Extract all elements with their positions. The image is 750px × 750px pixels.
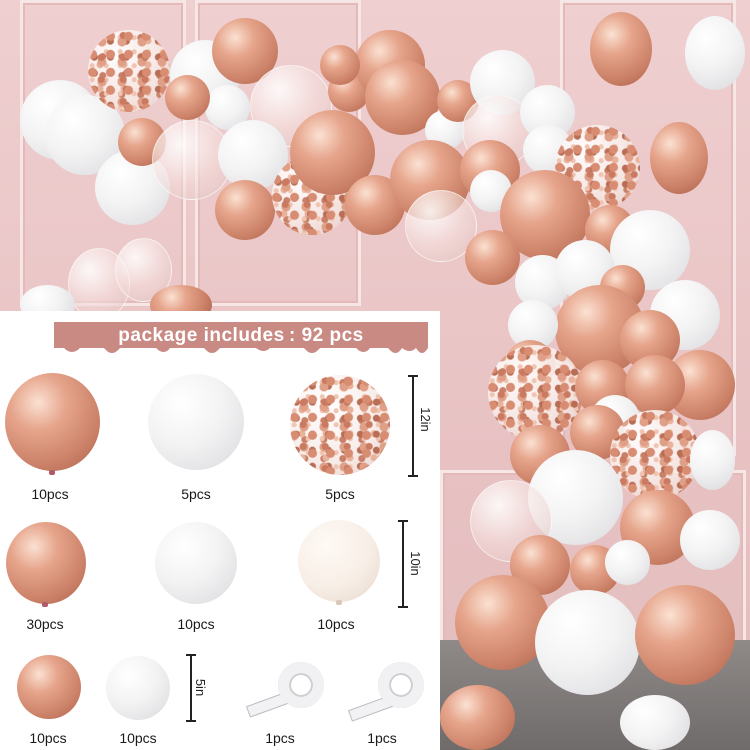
count-label: 1pcs: [367, 730, 397, 746]
balloon-knot: [49, 470, 55, 475]
glue-dot-tape: [278, 662, 324, 708]
size-label-10in: 10in: [407, 551, 423, 576]
white-balloon-10in: [155, 522, 237, 604]
size-label-5in: 5in: [193, 678, 209, 697]
count-label: 5pcs: [325, 486, 355, 502]
dimension-cap: [186, 720, 196, 722]
cream-balloon-10in: [298, 520, 380, 602]
dimension-cap: [398, 606, 408, 608]
size-label-12in: 12in: [417, 407, 433, 432]
dimension-line: [412, 375, 414, 475]
count-label: 10pcs: [29, 730, 67, 746]
rose-gold-balloon-10in: [6, 522, 86, 604]
balloon-strip-tape: [378, 662, 424, 708]
white-balloon-12in: [148, 374, 244, 470]
dimension-line: [190, 654, 192, 720]
rose-gold-balloon-12in: [5, 373, 100, 471]
count-label: 10pcs: [119, 730, 157, 746]
rose-gold-balloon-5in: [17, 655, 81, 719]
count-label: 10pcs: [177, 616, 215, 632]
banner-background: [54, 322, 428, 353]
package-banner: package includes : 92 pcs: [118, 325, 364, 346]
count-label: 10pcs: [317, 616, 355, 632]
balloon-knot: [42, 602, 48, 607]
dimension-cap: [408, 475, 418, 477]
white-balloon-5in: [106, 656, 170, 720]
count-label: 5pcs: [181, 486, 211, 502]
balloon-knot: [336, 600, 342, 605]
count-label: 1pcs: [265, 730, 295, 746]
count-label: 30pcs: [26, 616, 64, 632]
count-label: 10pcs: [31, 486, 69, 502]
confetti-balloon-12in: [290, 375, 390, 475]
dimension-line: [402, 520, 404, 606]
